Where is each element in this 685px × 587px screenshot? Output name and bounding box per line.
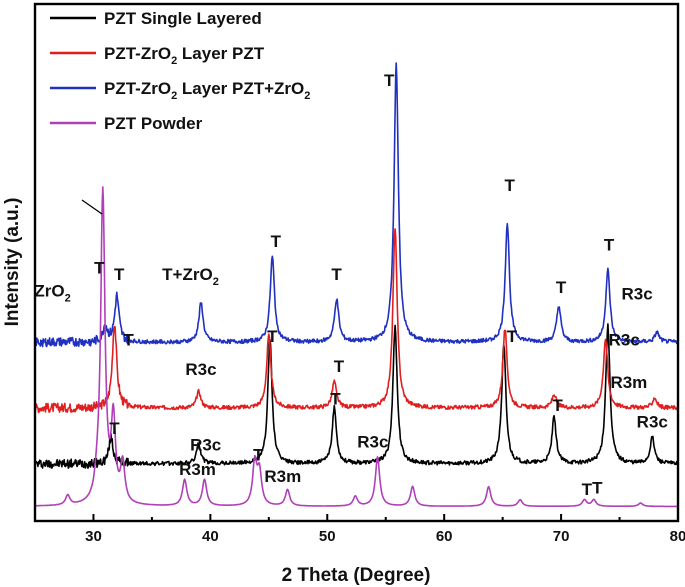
peak-label: T: [271, 232, 282, 251]
series-line-4: [34, 186, 679, 508]
x-tick-label-30: 30: [85, 528, 102, 545]
peak-label: T: [334, 357, 345, 376]
peak-label: R3c: [190, 436, 221, 455]
x-tick-label-40: 40: [202, 528, 219, 545]
peak-label: R3m: [610, 373, 647, 392]
x-tick-label-60: 60: [436, 528, 453, 545]
peak-label: R3c: [621, 285, 652, 304]
peak-label: R3c: [637, 413, 668, 432]
peak-label: T: [123, 331, 134, 350]
peak-label: T+ZrO2: [162, 265, 219, 288]
peak-label: T: [507, 327, 518, 346]
peak-label: T: [582, 480, 593, 499]
legend-label: PZT Powder: [104, 114, 203, 133]
legend-label: PZT-ZrO2 Layer PZT: [104, 44, 265, 67]
legend-label: PZT-ZrO2 Layer PZT+ZrO2: [104, 79, 310, 102]
x-tick-label-50: 50: [319, 528, 336, 545]
legend-item-4: PZT Powder: [50, 114, 203, 133]
y-axis-title: Intensity (a.u.): [2, 198, 23, 327]
peak-label: T: [267, 327, 278, 346]
series-layer: [34, 62, 679, 508]
axes: 30 40 50 60 70 80: [33, 2, 685, 545]
peak-label: R3c: [185, 360, 216, 379]
peak-label: ZrO2: [34, 281, 70, 304]
peak-label: T: [556, 278, 567, 297]
series-line-1: [34, 323, 679, 469]
peak-label: T: [504, 176, 515, 195]
peak-label: R3m: [264, 467, 301, 486]
x-tick-label-70: 70: [553, 528, 570, 545]
series-line-3: [34, 62, 679, 348]
peak-label: R3m: [179, 460, 216, 479]
peak-label: T: [330, 390, 341, 409]
series-line-2: [34, 228, 679, 414]
peak-label: R3c: [357, 432, 388, 451]
peak-label: T: [331, 265, 342, 284]
x-axis-title: 2 Theta (Degree): [282, 565, 431, 586]
legend-item-3: PZT-ZrO2 Layer PZT+ZrO2: [50, 79, 310, 102]
x-tick-label-80: 80: [670, 528, 685, 545]
legend-item-2: PZT-ZrO2 Layer PZT: [50, 44, 265, 67]
peak-label: T: [94, 258, 105, 277]
plot-frame: [33, 2, 680, 523]
peak-label: T: [253, 445, 264, 464]
peak-label: T: [109, 419, 120, 438]
peak-label: T: [604, 235, 615, 254]
legend-item-1: PZT Single Layered: [50, 9, 262, 28]
peak-label: T: [552, 396, 563, 415]
zro2-arrow: [81, 199, 103, 215]
peak-label: R3c: [609, 331, 640, 350]
peak-label: T: [114, 265, 125, 284]
peak-label: T: [384, 71, 395, 90]
legend: PZT Single Layered PZT-ZrO2 Layer PZT PZT-…: [50, 9, 310, 133]
peak-label: T: [592, 478, 603, 497]
legend-label: PZT Single Layered: [104, 9, 262, 28]
